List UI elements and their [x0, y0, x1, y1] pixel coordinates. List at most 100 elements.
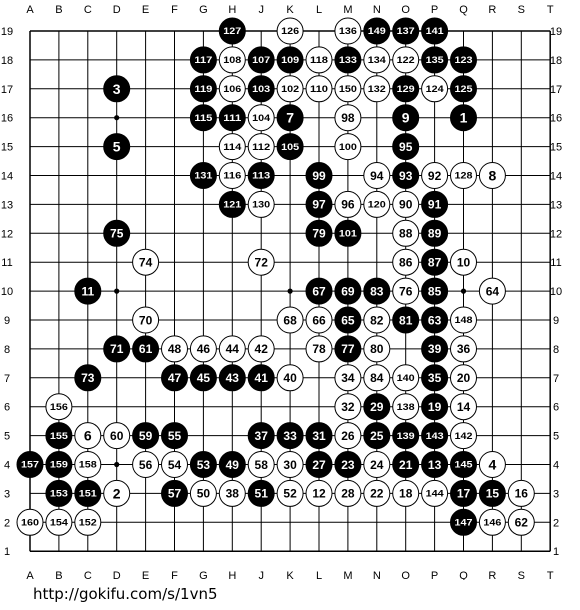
move-number: 159 — [50, 460, 68, 470]
column-label: M — [343, 570, 352, 580]
black-stone: 143 — [421, 422, 449, 450]
white-stone: 152 — [74, 508, 102, 536]
move-number: 158 — [79, 460, 97, 470]
white-stone: 100 — [334, 133, 362, 161]
black-stone: 29 — [363, 393, 391, 421]
row-label: 7 — [4, 373, 10, 385]
white-stone: 160 — [16, 508, 44, 536]
move-number: 156 — [50, 402, 68, 412]
black-stone: 27 — [305, 451, 333, 478]
row-label: 17 — [1, 84, 13, 96]
black-stone: 133 — [334, 46, 362, 74]
move-number: 43 — [226, 371, 240, 385]
row-label: 15 — [1, 142, 13, 154]
row-label: 1 — [553, 546, 559, 558]
column-label: H — [228, 570, 236, 580]
black-stone: 141 — [421, 17, 449, 45]
move-number: 70 — [139, 313, 153, 327]
black-stone: 101 — [334, 219, 362, 247]
white-stone: 130 — [247, 190, 275, 218]
black-stone: 129 — [392, 75, 420, 103]
white-stone: 60 — [103, 422, 131, 450]
move-number: 56 — [139, 458, 153, 472]
move-number: 42 — [255, 342, 269, 356]
white-stone: 146 — [478, 508, 506, 536]
column-label: R — [488, 570, 496, 580]
column-label: T — [547, 4, 554, 16]
white-stone: 92 — [421, 162, 449, 189]
white-stone: 110 — [305, 75, 333, 103]
row-label: 2 — [4, 517, 10, 529]
black-stone: 153 — [45, 479, 73, 507]
move-number: 149 — [368, 26, 386, 36]
white-stone: 24 — [363, 451, 391, 478]
row-label: 9 — [553, 315, 559, 327]
black-stone: 149 — [363, 17, 391, 45]
move-number: 101 — [339, 229, 357, 239]
move-number: 95 — [399, 140, 413, 154]
move-number: 78 — [312, 342, 326, 356]
black-stone: 87 — [421, 248, 449, 276]
black-stone: 125 — [450, 75, 477, 103]
column-label: J — [258, 570, 264, 580]
move-number: 103 — [252, 84, 270, 94]
black-stone: 81 — [392, 306, 420, 334]
move-number: 143 — [426, 431, 444, 441]
move-number: 10 — [457, 256, 471, 270]
black-stone: 23 — [334, 451, 362, 478]
black-stone: 85 — [421, 277, 449, 305]
black-stone: 111 — [218, 104, 246, 132]
white-stone: 74 — [132, 248, 160, 276]
move-number: 73 — [81, 371, 95, 385]
column-label: O — [401, 4, 410, 16]
white-stone: 56 — [132, 451, 160, 478]
move-number: 19 — [428, 400, 442, 414]
column-label: D — [113, 570, 121, 580]
black-stone: 75 — [103, 219, 131, 247]
move-number: 128 — [455, 171, 473, 181]
move-number: 50 — [197, 487, 211, 501]
white-stone: 64 — [478, 277, 506, 305]
move-number: 45 — [197, 371, 211, 385]
black-stone: 51 — [247, 479, 275, 507]
white-stone: 34 — [334, 364, 362, 392]
white-stone: 134 — [363, 46, 391, 74]
move-number: 91 — [428, 198, 442, 212]
black-stone: 1 — [450, 104, 477, 132]
move-number: 47 — [168, 371, 182, 385]
black-stone: 115 — [189, 104, 217, 132]
move-number: 49 — [226, 458, 240, 472]
move-number: 79 — [312, 227, 326, 241]
move-number: 24 — [370, 458, 384, 472]
row-label: 9 — [4, 315, 10, 327]
black-stone: 39 — [421, 335, 449, 363]
move-number: 99 — [312, 169, 326, 183]
star-point — [460, 288, 467, 294]
column-label: K — [286, 4, 294, 16]
black-stone: 89 — [421, 219, 449, 247]
black-stone: 135 — [421, 46, 449, 74]
move-number: 31 — [312, 429, 326, 443]
row-label: 11 — [550, 257, 561, 269]
move-number: 13 — [428, 458, 442, 472]
move-number: 89 — [428, 227, 442, 241]
column-label: N — [373, 4, 381, 16]
black-stone: 73 — [74, 364, 102, 392]
move-number: 77 — [341, 342, 355, 356]
move-number: 119 — [194, 84, 212, 94]
source-link[interactable]: http://gokifu.com/s/1vn5 — [33, 585, 218, 603]
black-stone: 157 — [16, 451, 44, 478]
column-label: E — [142, 570, 149, 580]
white-stone: 44 — [218, 335, 246, 363]
white-stone: 116 — [218, 162, 246, 189]
row-label: 3 — [553, 488, 559, 500]
move-number: 146 — [483, 518, 501, 528]
move-number: 69 — [341, 284, 355, 298]
black-stone: 155 — [45, 422, 73, 450]
column-label: F — [171, 570, 178, 580]
move-number: 16 — [515, 487, 529, 501]
black-stone: 99 — [305, 162, 333, 189]
move-number: 104 — [252, 113, 270, 123]
black-stone: 91 — [421, 190, 449, 218]
